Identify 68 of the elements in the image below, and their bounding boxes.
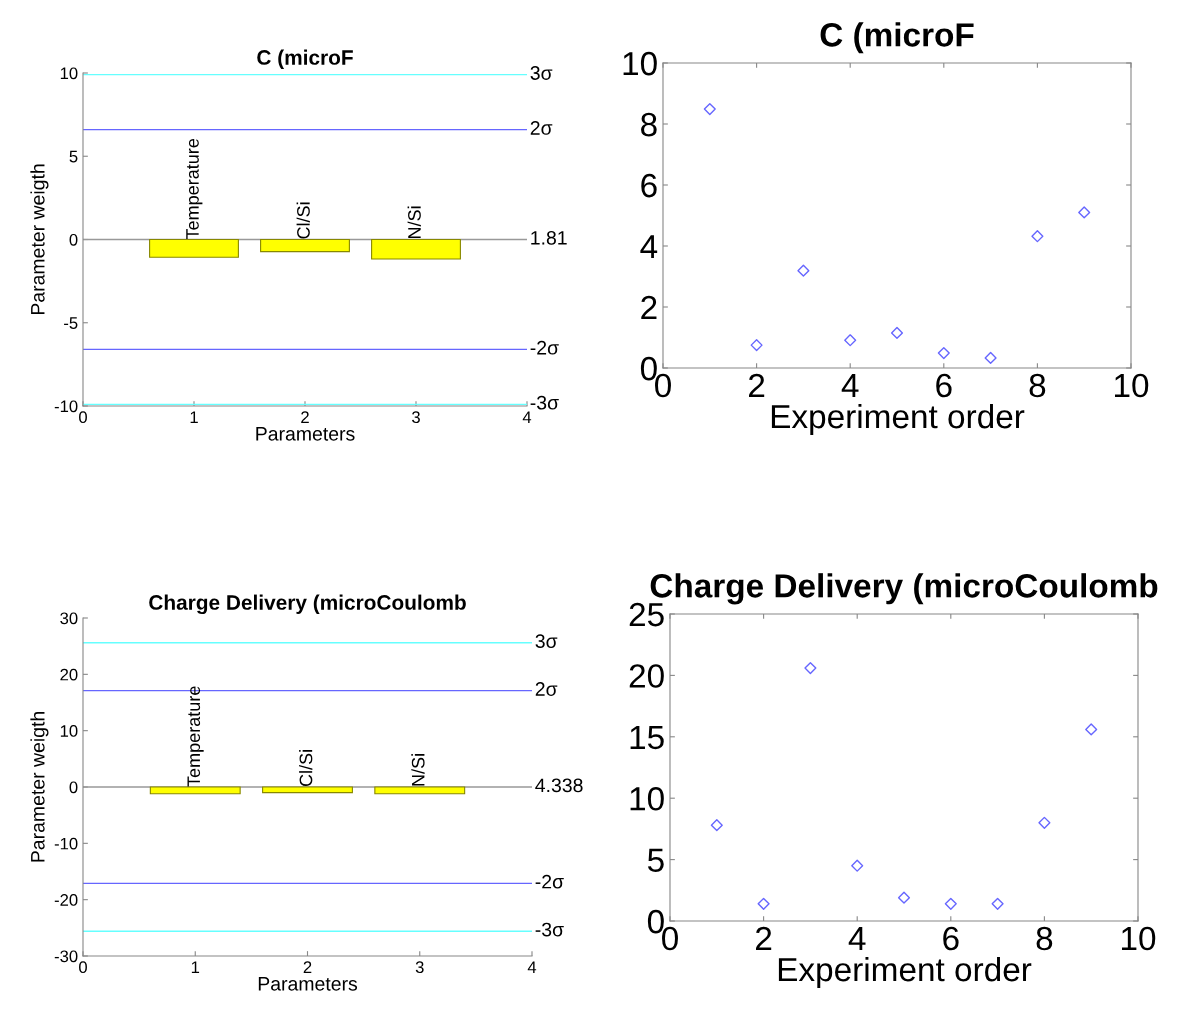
annotation: Temperature	[186, 138, 203, 240]
x-tick-label: 4	[522, 411, 532, 423]
x-tick-label: 2	[756, 926, 772, 951]
x-tick-label: 1	[190, 411, 198, 423]
y-tick-label: -30	[54, 950, 78, 963]
y-tick-label: -5	[64, 317, 78, 329]
y-tick-label: 2	[641, 295, 657, 320]
ref-line-label: -3σ	[535, 922, 564, 937]
annotation: Temperature	[187, 686, 204, 787]
ref-line-label: 3σ	[535, 634, 558, 649]
y-tick-label: 20	[629, 664, 664, 688]
chart-title: C (microF	[257, 49, 353, 69]
y-tick-label: 4	[640, 235, 658, 259]
x-axis-title: Experiment order	[778, 956, 1032, 989]
y-tick-label: 8	[641, 112, 657, 137]
ref-line-label: -2σ	[535, 874, 564, 889]
y-tick-label: 10	[60, 725, 78, 737]
x-tick-label: 10	[1115, 373, 1149, 398]
y-tick-label: 6	[641, 173, 657, 198]
y-tick-label: 5	[647, 848, 664, 873]
y-tick-label: 0	[640, 356, 657, 381]
x-tick-label: 4	[848, 927, 866, 951]
x-tick-label: 2	[301, 411, 309, 423]
x-tick-label: 2	[303, 961, 312, 973]
y-axis-title: Parameter weigth	[30, 164, 49, 315]
x-tick-label: 10	[1122, 926, 1156, 951]
y-tick-label: -20	[54, 894, 78, 906]
x-tick-label: 6	[936, 373, 952, 398]
annotation: 1.81	[531, 230, 567, 245]
y-tick-label: 20	[60, 668, 78, 681]
x-tick-label: 4	[527, 961, 537, 973]
y-tick-label: 10	[623, 51, 657, 76]
y-tick-label: -10	[54, 400, 78, 413]
annotation: Cl/Si	[296, 202, 310, 239]
annotation: N/Si	[407, 206, 421, 239]
x-tick-label: 4	[841, 374, 859, 398]
annotation: 4.338	[535, 778, 583, 793]
y-tick-label: 30	[60, 612, 78, 625]
y-tick-label: 0	[69, 781, 78, 794]
y-tick-label: -10	[54, 837, 78, 850]
y-tick-label: 10	[60, 67, 78, 80]
x-tick-label: 3	[415, 961, 424, 974]
x-tick-label: 0	[79, 411, 87, 424]
annotation: N/Si	[411, 754, 425, 786]
x-axis-title: Experiment order	[771, 403, 1025, 436]
x-axis-title: Parameters	[258, 977, 358, 991]
y-axis-title: Parameter weigth	[30, 712, 49, 862]
chart-title: Charge Delivery (microCoulomb	[149, 594, 466, 615]
x-tick-label: 1	[191, 961, 200, 973]
ref-line-label: 3σ	[530, 66, 553, 80]
ref-line-label: 2σ	[530, 121, 553, 135]
x-tick-label: 3	[412, 411, 420, 424]
ref-line-label: -2σ	[530, 340, 559, 355]
x-tick-label: 2	[749, 373, 765, 398]
annotation: Cl/Si	[299, 750, 313, 787]
ref-line-label: -3σ	[530, 395, 559, 410]
y-tick-label: 0	[69, 233, 78, 246]
ref-line-label: 2σ	[535, 682, 558, 696]
y-tick-label: 15	[630, 725, 664, 750]
chart-title: C (microF	[820, 22, 974, 54]
x-tick-label: 8	[1029, 373, 1046, 398]
x-axis-title: Parameters	[256, 427, 355, 441]
x-tick-label: 8	[1036, 926, 1053, 951]
x-tick-label: 6	[943, 926, 959, 951]
y-tick-label: 10	[630, 787, 664, 811]
y-tick-label: 5	[69, 150, 78, 163]
y-tick-label: 0	[647, 909, 664, 934]
x-tick-label: 0	[79, 961, 87, 974]
